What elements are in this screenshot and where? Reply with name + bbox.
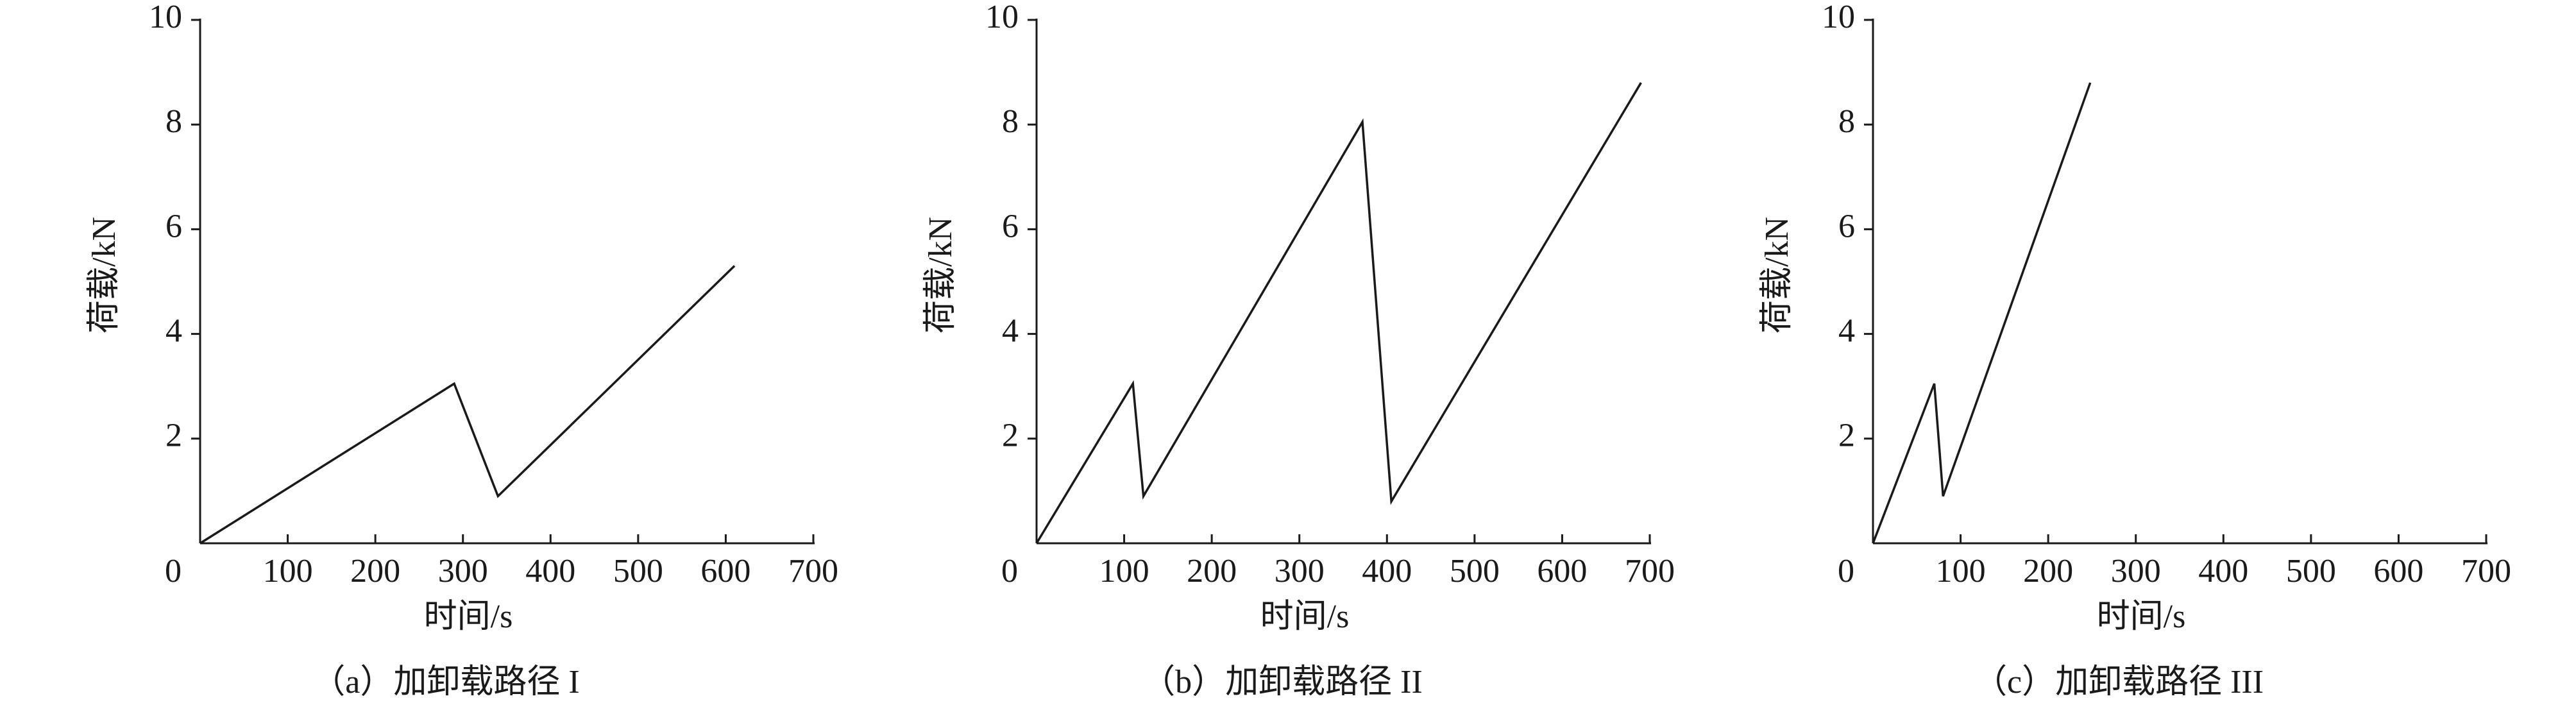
y-tick-label: 2: [1002, 418, 1019, 454]
y-tick-label: 6: [165, 208, 182, 244]
x-tick-label: 0: [1838, 553, 1854, 589]
x-tick-label: 600: [2373, 553, 2423, 589]
y-tick-label: 8: [1002, 103, 1019, 140]
x-tick-label: 100: [263, 553, 313, 589]
x-tick-label: 200: [1187, 553, 1237, 589]
x-tick-label: 200: [350, 553, 400, 589]
data-line: [199, 265, 736, 545]
caption: （c）加卸载路径 III: [1974, 664, 2264, 700]
y-tick-label: 10: [1822, 0, 1855, 35]
data-line: [1872, 82, 2092, 544]
data-line: [1035, 82, 1642, 544]
y-tick-label: 4: [1002, 313, 1019, 350]
y-tick-label: 8: [165, 103, 182, 140]
y-axis-label: 荷载/kN: [86, 217, 123, 334]
y-tick-label: 4: [165, 313, 182, 350]
x-tick-label: 0: [1001, 553, 1018, 589]
caption: （a）加卸载路径 I: [312, 664, 579, 700]
x-tick-label: 300: [2111, 553, 2161, 589]
x-tick-label: 700: [2461, 553, 2511, 589]
x-tick-label: 200: [2023, 553, 2073, 589]
x-tick-label: 300: [1275, 553, 1325, 589]
x-tick-label: 600: [700, 553, 750, 589]
y-tick-label: 2: [1838, 418, 1855, 454]
x-tick-label: 300: [438, 553, 488, 589]
caption: （b）加卸载路径 II: [1142, 664, 1423, 700]
y-axis-label: 荷载/kN: [1759, 217, 1795, 334]
y-axis-label: 荷载/kN: [922, 217, 959, 334]
x-tick-label: 400: [1362, 553, 1412, 589]
x-tick-label: 500: [1450, 553, 1500, 589]
x-axis-label: 时间/s: [424, 598, 513, 635]
x-axis-label: 时间/s: [2097, 598, 2186, 635]
y-tick-label: 10: [985, 0, 1019, 35]
x-tick-label: 700: [1625, 553, 1675, 589]
y-tick-label: 8: [1838, 103, 1855, 140]
x-tick-label: 400: [2198, 553, 2248, 589]
y-tick-label: 2: [165, 418, 182, 454]
y-tick-label: 4: [1838, 313, 1855, 350]
y-tick-label: 6: [1002, 208, 1019, 244]
x-tick-label: 700: [788, 553, 838, 589]
x-axis-label: 时间/s: [1260, 598, 1350, 635]
x-tick-label: 500: [613, 553, 663, 589]
x-tick-label: 100: [1936, 553, 1986, 589]
x-tick-label: 600: [1537, 553, 1587, 589]
x-tick-label: 0: [165, 553, 182, 589]
y-tick-label: 6: [1838, 208, 1855, 244]
x-tick-label: 100: [1099, 553, 1149, 589]
y-tick-label: 10: [149, 0, 182, 35]
x-tick-label: 400: [525, 553, 575, 589]
x-tick-label: 500: [2286, 553, 2336, 589]
